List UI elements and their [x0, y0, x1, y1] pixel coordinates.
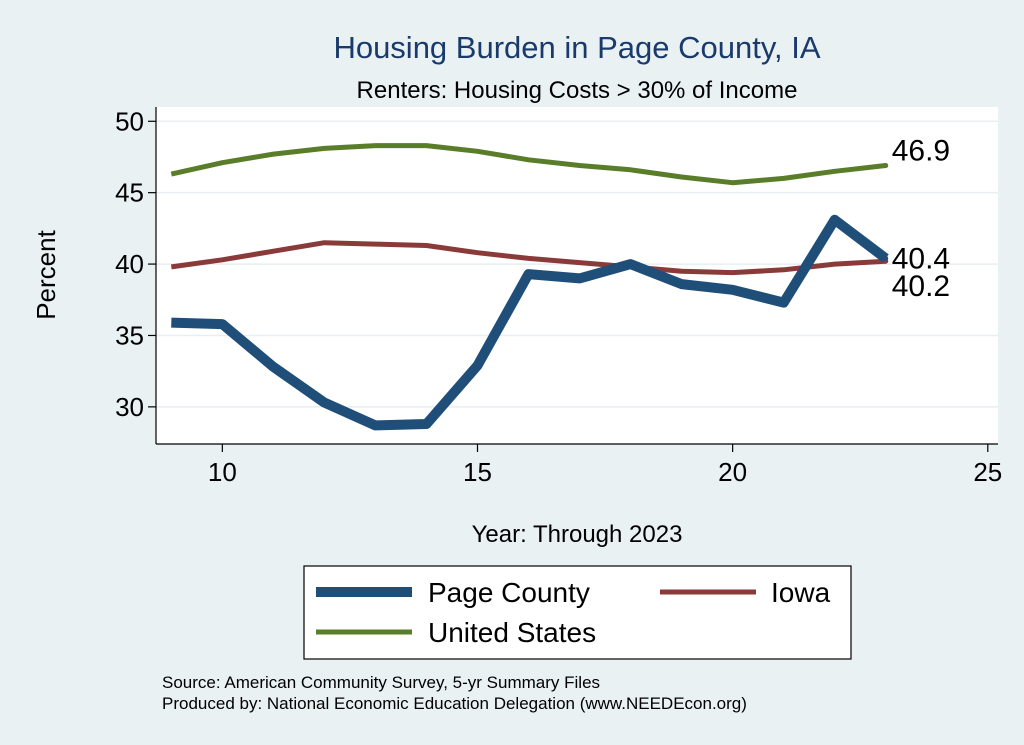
legend-box [303, 565, 852, 660]
end-label-iowa: 40.2 [892, 270, 950, 303]
series-lines [170, 143, 889, 431]
legend: Page County Iowa United States [303, 565, 852, 660]
y-tick-label: 30 [115, 392, 144, 422]
x-ticks: 10 15 20 25 [208, 444, 1002, 487]
x-tick-label: 10 [208, 457, 237, 487]
series-line-page-county [171, 214, 889, 431]
end-label-page-county: 40.4 [892, 242, 950, 275]
legend-label-page-county: Page County [428, 577, 590, 608]
end-label-united-states: 46.9 [892, 135, 950, 168]
y-tick-label: 40 [115, 249, 144, 279]
series-end-point [883, 255, 889, 261]
legend-label-iowa: Iowa [771, 577, 831, 608]
x-tick-label: 20 [718, 457, 747, 487]
source-note: Source: American Community Survey, 5-yr … [162, 673, 600, 692]
x-tick-label: 25 [973, 457, 1002, 487]
y-tick-label: 45 [115, 178, 144, 208]
x-axis-label: Year: Through 2023 [472, 521, 683, 548]
legend-label-united-states: United States [428, 617, 596, 648]
end-labels: 40.440.2 46.9 [892, 135, 950, 304]
y-tick-label: 50 [115, 106, 144, 136]
chart-title: Housing Burden in Page County, IA [333, 30, 820, 65]
y-tick-label: 35 [115, 320, 144, 350]
y-ticks: 30 35 40 45 50 [115, 106, 156, 422]
chart-subtitle: Renters: Housing Costs > 30% of Income [357, 77, 798, 104]
produced-by-note: Produced by: National Economic Education… [162, 694, 747, 713]
y-axis-label: Percent [31, 229, 61, 319]
series-end-point [883, 163, 889, 169]
x-tick-label: 15 [463, 457, 492, 487]
series-line-united-states [170, 143, 886, 186]
series-line-iowa [170, 240, 886, 276]
